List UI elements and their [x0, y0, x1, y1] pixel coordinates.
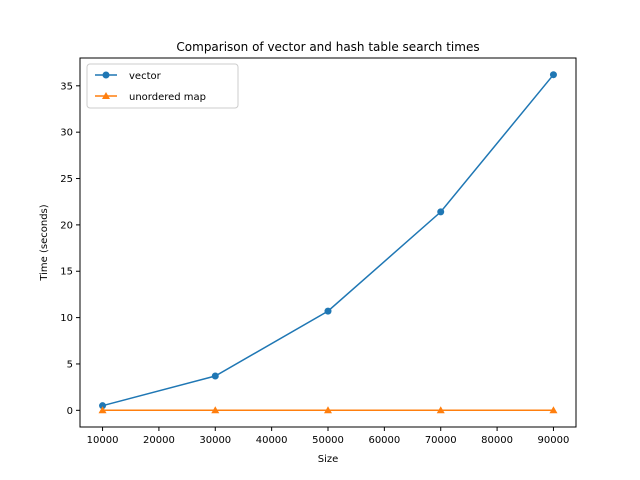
- legend: vector unordered map: [86, 63, 239, 109]
- data-point-unordered-map: [98, 406, 107, 414]
- data-point-vector: [437, 208, 445, 216]
- data-point-vector: [324, 307, 332, 315]
- series-layer: [98, 71, 558, 414]
- legend-unordered-map-marker: [102, 92, 110, 99]
- legend-vector-marker: [102, 71, 110, 79]
- x-tick-label: 20000: [143, 435, 175, 446]
- y-tick-label: 20: [60, 220, 73, 231]
- legend-vector-label: vector: [129, 71, 162, 82]
- y-tick-label: 30: [60, 128, 73, 139]
- x-tick-label: 50000: [312, 435, 344, 446]
- data-point-vector: [549, 71, 557, 79]
- x-tick-label: 80000: [481, 435, 513, 446]
- y-tick-label: 5: [67, 359, 73, 370]
- x-axis-label: Size: [318, 454, 339, 465]
- legend-unordered-map-label: unordered map: [129, 92, 206, 103]
- x-tick-label: 10000: [87, 435, 119, 446]
- y-tick-label: 0: [67, 406, 73, 417]
- x-tick-label: 40000: [256, 435, 288, 446]
- data-point-vector: [99, 402, 107, 410]
- x-tick-label: 90000: [538, 435, 570, 446]
- legend-frame: [86, 63, 239, 109]
- data-point-vector: [211, 372, 219, 380]
- x-axis-ticks: 10000 20000 30000 40000 50000 60000 70000 80000…: [87, 427, 570, 446]
- data-point-unordered-map: [324, 406, 332, 414]
- y-tick-label: 25: [60, 174, 73, 185]
- x-tick-label: 30000: [199, 435, 231, 446]
- y-axis-label: Time (seconds): [39, 204, 50, 281]
- y-tick-label: 10: [60, 313, 73, 324]
- data-point-unordered-map: [436, 406, 445, 414]
- y-axis-ticks: 0 5 10 15 20 25 30 35: [60, 81, 80, 417]
- x-tick-label: 70000: [425, 435, 457, 446]
- data-point-unordered-map: [549, 406, 558, 414]
- y-tick-label: 35: [60, 81, 73, 92]
- y-tick-label: 15: [60, 267, 73, 278]
- data-point-unordered-map: [211, 406, 220, 414]
- chart-title: Comparison of vector and hash table sear…: [176, 40, 479, 54]
- x-tick-label: 60000: [368, 435, 400, 446]
